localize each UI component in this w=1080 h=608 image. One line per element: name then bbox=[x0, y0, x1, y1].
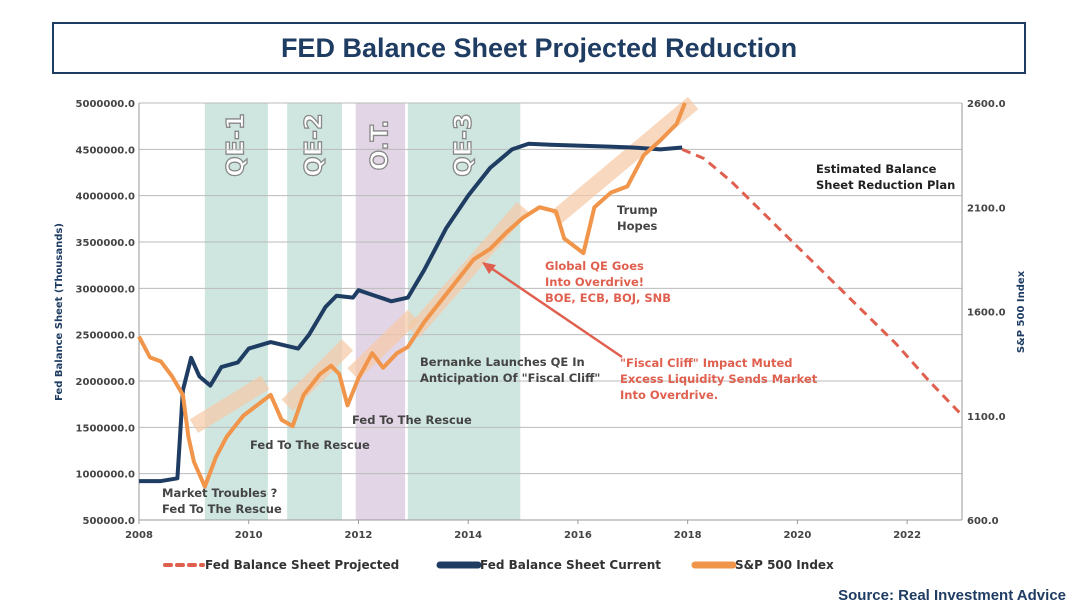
series-line-fed-balance-sheet-projected bbox=[681, 147, 964, 417]
annotation-text: Into Overdrive. bbox=[620, 388, 718, 402]
series-line-fed-balance-sheet-current bbox=[139, 141, 683, 484]
y-left-tick-label: 2000000.0 bbox=[76, 377, 136, 388]
legend-label: Fed Balance Sheet Projected bbox=[205, 558, 399, 572]
x-tick-label: 2010 bbox=[235, 530, 263, 541]
annotation-text: Excess Liquidity Sends Market bbox=[620, 372, 818, 386]
band-label: QE-2 bbox=[300, 113, 328, 176]
band-qe1 bbox=[204, 103, 268, 520]
x-tick-label: 2018 bbox=[674, 530, 702, 541]
y-right-tick-label: 2100.0 bbox=[967, 203, 1006, 214]
band-label: O.T. bbox=[365, 120, 393, 171]
annotation-arrowhead bbox=[482, 262, 496, 274]
band-label: QE-3 bbox=[449, 113, 477, 176]
annotation-arrow bbox=[487, 264, 623, 359]
annotation-text: Anticipation Of "Fiscal Cliff" bbox=[420, 371, 600, 385]
y-left-tick-label: 1000000.0 bbox=[76, 470, 136, 481]
annotation-text: Into Overdrive! bbox=[545, 275, 644, 289]
x-tick-label: 2012 bbox=[345, 530, 373, 541]
y-right-tick-label: 1100.0 bbox=[967, 412, 1006, 423]
annotation-text: Market Troubles ? bbox=[162, 486, 277, 500]
y-right-tick-label: 600.0 bbox=[967, 516, 999, 527]
annotation-text: Trump bbox=[617, 203, 658, 217]
y-left-tick-label: 4000000.0 bbox=[76, 192, 136, 203]
annotation-text: Hopes bbox=[617, 219, 658, 233]
annotation-text: Fed To The Rescue bbox=[250, 438, 370, 452]
trend-arrow bbox=[550, 96, 699, 224]
annotation-text: "Fiscal Cliff" Impact Muted bbox=[620, 356, 793, 370]
y-right-tick-label: 2600.0 bbox=[967, 99, 1006, 110]
x-tick-label: 2008 bbox=[125, 530, 153, 541]
chart-title: FED Balance Sheet Projected Reduction bbox=[280, 32, 798, 63]
annotation-text: Estimated Balance bbox=[816, 162, 937, 176]
x-tick-label: 2016 bbox=[564, 530, 592, 541]
source-credit: Source: Real Investment Advice bbox=[838, 587, 1066, 604]
y-left-tick-label: 5000000.0 bbox=[76, 99, 136, 110]
y-left-tick-label: 1500000.0 bbox=[76, 423, 136, 434]
band-label: QE-1 bbox=[221, 113, 249, 176]
y-right-tick-label: 1600.0 bbox=[967, 308, 1006, 319]
annotation-text: Sheet Reduction Plan bbox=[816, 178, 955, 192]
legend-label: S&P 500 Index bbox=[735, 558, 834, 572]
y-left-tick-label: 500000.0 bbox=[82, 516, 135, 527]
y-left-tick-label: 4500000.0 bbox=[76, 145, 136, 156]
y-right-axis-title: S&P 500 Index bbox=[1016, 270, 1027, 353]
x-tick-label: 2020 bbox=[783, 530, 811, 541]
y-left-tick-label: 3500000.0 bbox=[76, 238, 136, 249]
y-left-tick-label: 2500000.0 bbox=[76, 331, 136, 342]
series-line-s-p-500-index bbox=[137, 102, 687, 489]
chart-title-box: FED Balance Sheet Projected Reduction bbox=[52, 22, 1026, 74]
x-tick-label: 2022 bbox=[893, 530, 921, 541]
annotation-text: Global QE Goes bbox=[545, 259, 644, 273]
legend-label: Fed Balance Sheet Current bbox=[480, 558, 661, 572]
trend-arrow bbox=[189, 375, 270, 433]
y-left-axis-title: Fed Balance Sheet (Thousands) bbox=[54, 223, 65, 401]
x-tick-label: 2014 bbox=[454, 530, 482, 541]
band-qe2 bbox=[287, 103, 343, 520]
annotation-text: Fed To The Rescue bbox=[162, 502, 282, 516]
y-left-tick-label: 3000000.0 bbox=[76, 284, 136, 295]
annotation-text: BOE, ECB, BOJ, SNB bbox=[545, 291, 671, 305]
annotation-text: Bernanke Launches QE In bbox=[420, 355, 585, 369]
band-ot bbox=[355, 103, 406, 520]
trend-arrow bbox=[347, 309, 419, 380]
annotation-text: Fed To The Rescue bbox=[352, 413, 472, 427]
